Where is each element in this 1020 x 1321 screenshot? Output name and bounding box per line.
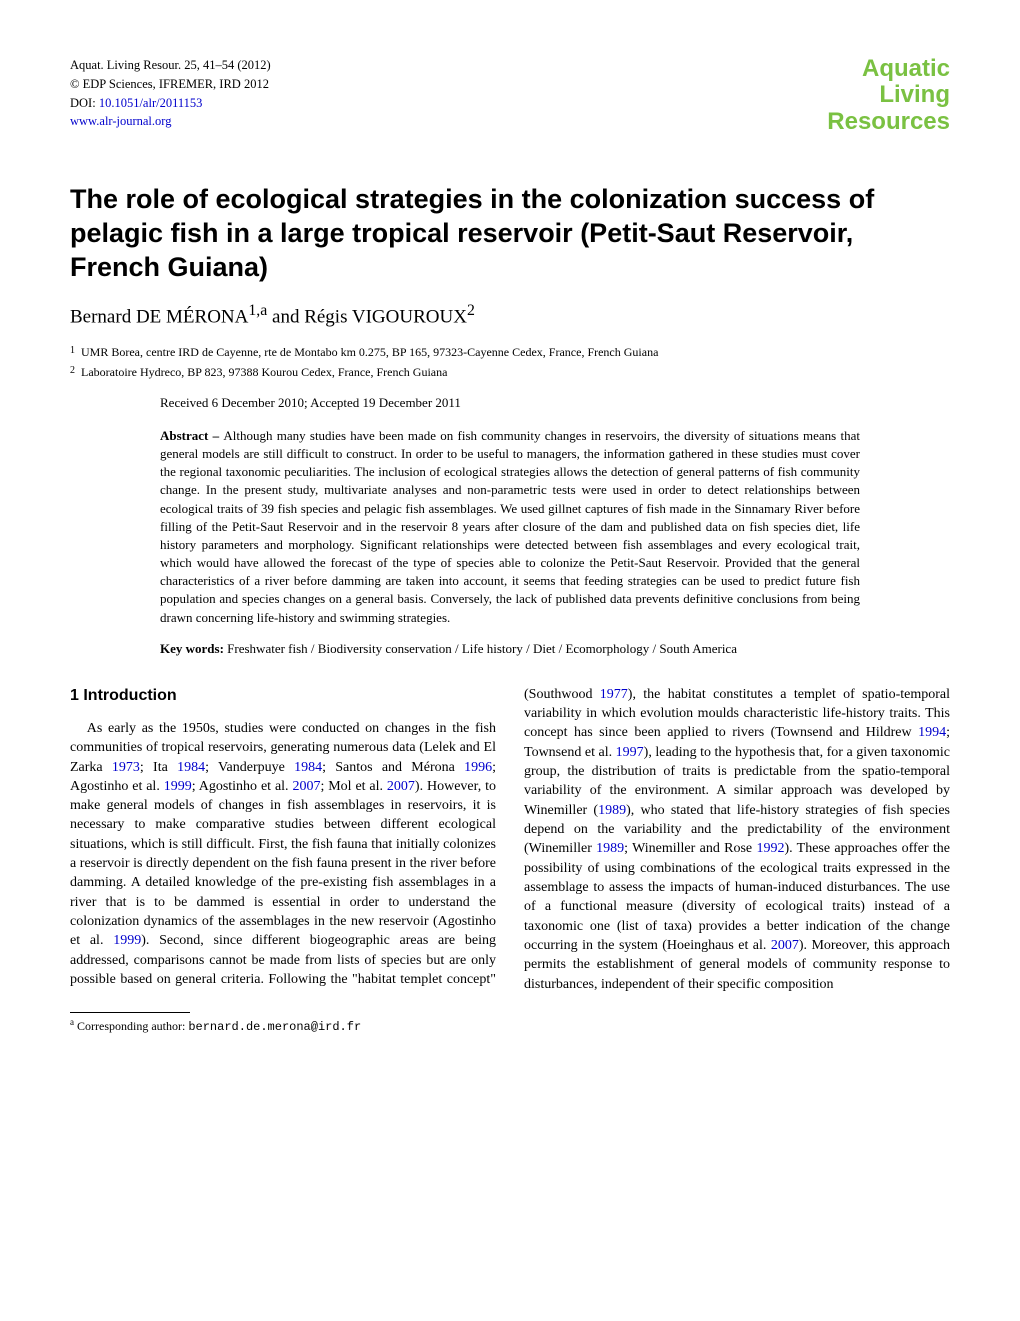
affiliation-1-num: 1 [70, 343, 75, 361]
citation-year[interactable]: 1984 [294, 760, 322, 775]
journal-copyright: © EDP Sciences, IFREMER, IRD 2012 [70, 75, 271, 94]
section-1-heading: 1 Introduction [70, 685, 496, 707]
article-title: The role of ecological strategies in the… [70, 183, 950, 284]
author-1-super: 1,a [248, 302, 267, 319]
journal-url-link[interactable]: www.alr-journal.org [70, 114, 171, 128]
author-1-name: Bernard DE MÉRONA [70, 307, 248, 328]
affiliation-1-text: UMR Borea, centre IRD de Cayenne, rte de… [81, 343, 658, 361]
body-text: ; Agostinho et al. [192, 779, 293, 794]
authors-line: Bernard DE MÉRONA1,a and Régis VIGOUROUX… [70, 302, 950, 328]
abstract-text: Although many studies have been made on … [160, 428, 860, 625]
footnote-rule [70, 1012, 190, 1013]
author-2-super: 2 [467, 302, 475, 319]
author-2-name: Régis VIGOUROUX [304, 307, 467, 328]
affiliation-2-text: Laboratoire Hydreco, BP 823, 97388 Kouro… [81, 363, 447, 381]
journal-doi-line: DOI: 10.1051/alr/2011153 [70, 94, 271, 113]
citation-year[interactable]: 1989 [598, 803, 626, 818]
body-text: ; Winemiller and Rose [624, 841, 756, 856]
body-text: ; Mol et al. [320, 779, 386, 794]
body-text: ; Santos and Mérona [322, 760, 464, 775]
logo-line-3: Resources [827, 109, 950, 135]
citation-year[interactable]: 1996 [464, 760, 492, 775]
affiliation-2-num: 2 [70, 363, 75, 381]
doi-link[interactable]: 10.1051/alr/2011153 [99, 96, 203, 110]
journal-logo: Aquatic Living Resources [827, 56, 950, 135]
affiliations-block: 1 UMR Borea, centre IRD de Cayenne, rte … [70, 343, 950, 381]
footnote-label: Corresponding author: [77, 1019, 188, 1033]
page-header: Aquat. Living Resour. 25, 41–54 (2012) ©… [70, 56, 950, 135]
citation-year[interactable]: 1994 [918, 725, 946, 740]
corresponding-author-footnote: a Corresponding author: bernard.de.meron… [70, 1017, 950, 1034]
citation-year[interactable]: 2007 [771, 938, 799, 953]
abstract-label: Abstract – [160, 428, 223, 443]
author-sep: and [267, 307, 304, 328]
logo-line-2: Living [827, 82, 950, 108]
citation-year[interactable]: 1999 [113, 933, 141, 948]
footnote-marker: a [70, 1017, 74, 1027]
citation-year[interactable]: 1977 [600, 687, 628, 702]
citation-year[interactable]: 1989 [596, 841, 624, 856]
citation-year[interactable]: 1973 [112, 760, 140, 775]
logo-line-1: Aquatic [827, 56, 950, 82]
citation-year[interactable]: 1997 [616, 745, 644, 760]
keywords-label: Key words: [160, 641, 227, 656]
body-text: ; Ita [140, 760, 177, 775]
journal-info-block: Aquat. Living Resour. 25, 41–54 (2012) ©… [70, 56, 271, 131]
body-text: ). However, to make general models of ch… [70, 779, 496, 949]
received-accepted-dates: Received 6 December 2010; Accepted 19 De… [160, 395, 950, 411]
citation-year[interactable]: 1999 [164, 779, 192, 794]
citation-year[interactable]: 2007 [292, 779, 320, 794]
corresponding-author-email: bernard.de.merona@ird.fr [188, 1020, 361, 1034]
abstract-block: Abstract – Although many studies have be… [160, 427, 860, 627]
citation-year[interactable]: 1984 [177, 760, 205, 775]
keywords-text: Freshwater fish / Biodiversity conservat… [227, 641, 737, 656]
keywords-block: Key words: Freshwater fish / Biodiversit… [160, 641, 860, 657]
body-columns: 1 Introduction As early as the 1950s, st… [70, 685, 950, 994]
citation-year[interactable]: 1992 [756, 841, 784, 856]
body-paragraph: As early as the 1950s, studies were cond… [70, 685, 950, 994]
affiliation-1: 1 UMR Borea, centre IRD de Cayenne, rte … [70, 343, 950, 361]
body-text: ; Vanderpuye [205, 760, 294, 775]
citation-year[interactable]: 2007 [387, 779, 415, 794]
affiliation-2: 2 Laboratoire Hydreco, BP 823, 97388 Kou… [70, 363, 950, 381]
doi-label: DOI: [70, 96, 99, 110]
journal-citation: Aquat. Living Resour. 25, 41–54 (2012) [70, 56, 271, 75]
body-text: ). These approaches offer the possibilit… [524, 841, 950, 953]
